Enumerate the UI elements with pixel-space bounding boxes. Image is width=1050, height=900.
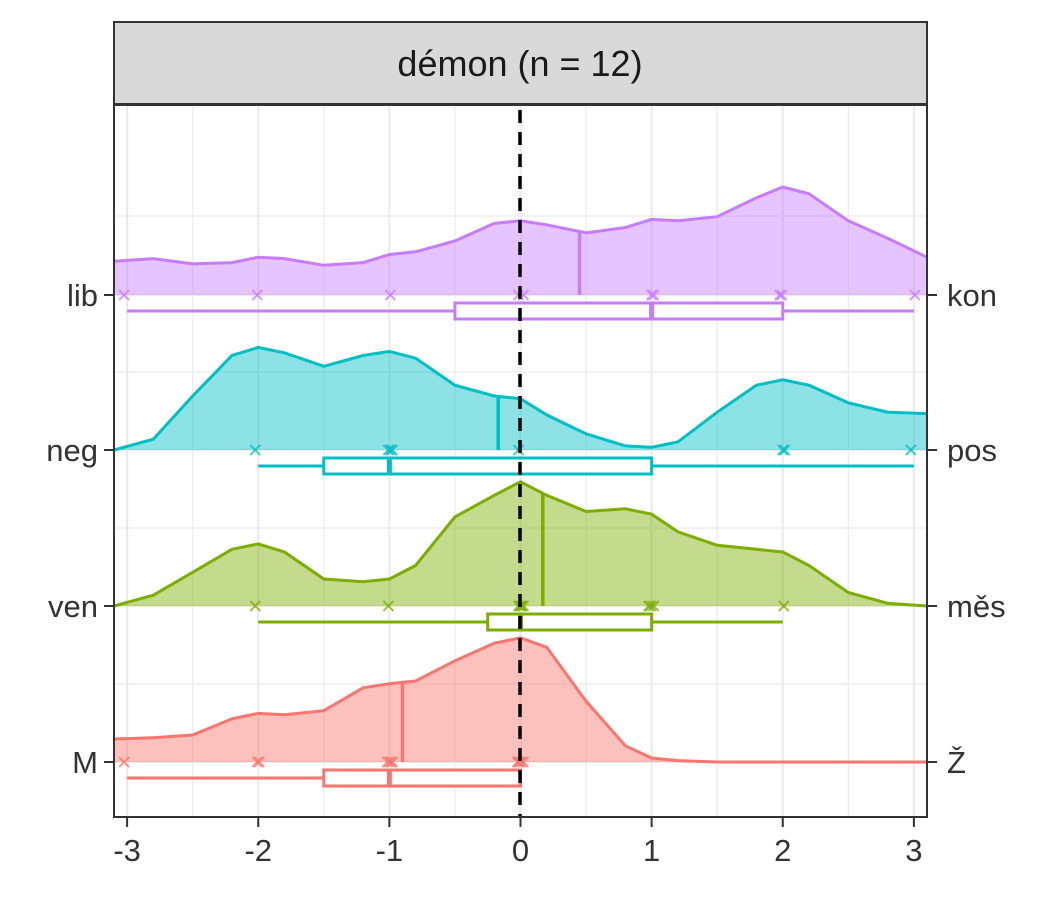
density-curve: [113, 480, 928, 608]
box-iqr: [486, 612, 654, 632]
point-stroke: [647, 289, 660, 301]
point-stroke: [383, 756, 396, 768]
facet-strip: démon (n = 12): [113, 21, 928, 105]
point-stroke: [386, 444, 399, 456]
data-point: [779, 444, 791, 456]
point-stroke: [385, 756, 398, 768]
point-stroke: [779, 444, 791, 456]
point-stroke: [384, 444, 397, 456]
data-point: [642, 600, 655, 612]
point-stroke: [642, 600, 655, 612]
y-tick-label-right: měs: [947, 589, 1006, 624]
point-stroke: [118, 756, 130, 768]
data-point: [909, 289, 921, 301]
data-point: [515, 756, 528, 768]
point-stroke: [905, 444, 917, 456]
density-rows: [113, 185, 928, 788]
point-stroke: [384, 289, 397, 301]
facet-strip-background: [113, 21, 928, 105]
density-area: [114, 637, 927, 762]
point-stroke: [249, 444, 261, 456]
data-point: [118, 756, 130, 768]
data-point: [647, 600, 660, 612]
x-tick-label: -1: [376, 833, 404, 868]
data-point: [776, 289, 788, 301]
box-iqr: [322, 456, 654, 476]
density-row-3: [113, 185, 928, 321]
data-point: [249, 444, 261, 456]
point-stroke: [647, 600, 660, 612]
point-stroke: [251, 756, 263, 768]
y-tick-label-left: neg: [46, 433, 98, 468]
point-stroke: [253, 756, 265, 768]
data-point: [249, 600, 261, 612]
x-tick-label: 1: [643, 833, 660, 868]
data-point: [382, 444, 395, 456]
point-stroke: [777, 444, 789, 456]
data-point: [381, 756, 394, 768]
point-stroke: [381, 756, 394, 768]
data-point: [777, 444, 789, 456]
data-point: [383, 756, 396, 768]
data-point: [253, 756, 265, 768]
y-tick-label-right: Ž: [947, 745, 966, 780]
y-tick-label-right: kon: [947, 278, 997, 313]
x-tick-label: -2: [244, 833, 272, 868]
data-point: [774, 289, 786, 301]
x-tick-label: 3: [905, 833, 922, 868]
data-point: [118, 289, 130, 301]
data-point: [384, 289, 397, 301]
point-stroke: [382, 600, 395, 612]
point-stroke: [515, 756, 528, 768]
data-point: [647, 289, 660, 301]
point-stroke: [644, 600, 657, 612]
box-iqr: [453, 301, 785, 321]
y-tick-label-right: pos: [947, 433, 997, 468]
data-point: [382, 600, 395, 612]
y-tick-label-left: M: [72, 745, 98, 780]
box-iqr: [322, 768, 522, 788]
data-point: [644, 600, 657, 612]
data-point: [385, 756, 398, 768]
point-stroke: [512, 756, 525, 768]
data-point: [778, 600, 790, 612]
y-tick-label-left: lib: [67, 278, 98, 313]
x-tick-label: -3: [113, 833, 141, 868]
y-tick-label-left: ven: [48, 589, 98, 624]
data-point: [251, 756, 263, 768]
density-row-0: [113, 636, 927, 788]
point-stroke: [251, 289, 263, 301]
facet-strip-title: démon (n = 12): [397, 43, 642, 84]
point-stroke: [382, 444, 395, 456]
data-point: [384, 444, 397, 456]
point-stroke: [249, 600, 261, 612]
point-stroke: [909, 289, 921, 301]
data-point: [386, 444, 399, 456]
point-stroke: [517, 756, 530, 768]
plot-panel: [113, 104, 928, 818]
point-stroke: [778, 600, 790, 612]
density-curve: [113, 636, 927, 764]
x-tick-label: 2: [774, 833, 791, 868]
point-stroke: [517, 600, 530, 612]
data-point: [251, 289, 263, 301]
point-stroke: [118, 289, 130, 301]
data-point: [645, 289, 658, 301]
data-point: [512, 756, 525, 768]
x-tick-label: 0: [512, 833, 529, 868]
point-stroke: [774, 289, 786, 301]
point-stroke: [776, 289, 788, 301]
data-point: [905, 444, 917, 456]
point-stroke: [645, 289, 658, 301]
